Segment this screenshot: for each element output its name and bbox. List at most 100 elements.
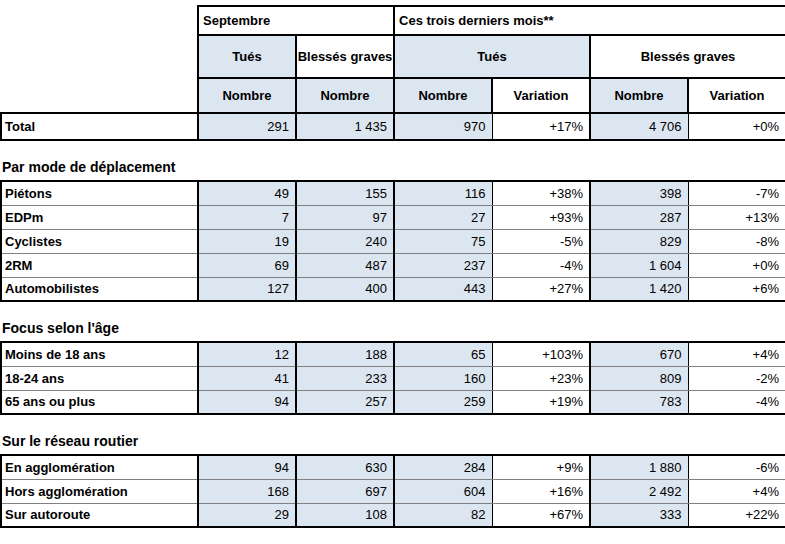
killed-month-number: 168 [198,479,296,503]
injured-month-number: 630 [296,455,394,479]
injured-quarter-number: 287 [590,205,688,229]
row-label: Sur autoroute [1,503,198,527]
injured-quarter-variation: +4% [688,342,785,366]
injured-quarter-number: 1 880 [590,455,688,479]
section-age: Focus selon l'âge Moins de 18 ans 12 188… [0,320,785,415]
killed-quarter-variation: -5% [492,229,590,253]
header-variation: Variation [492,78,590,113]
section-network: Sur le réseau routier En agglomération 9… [0,433,785,528]
table-row: Cyclistes 19 240 75 -5% 829 -8% [1,229,785,253]
killed-month-number: 127 [198,277,296,301]
header-number: Nombre [296,78,394,113]
section-title: Par mode de déplacement [2,159,785,175]
row-label: En agglomération [1,455,198,479]
header-killed-month: Tués [198,35,296,78]
killed-quarter-variation: +23% [492,366,590,390]
injured-quarter-variation: +4% [688,479,785,503]
killed-month-number: 49 [198,181,296,205]
killed-quarter-number: 604 [394,479,492,503]
injured-month-number: 233 [296,366,394,390]
header-variation: Variation [688,78,785,113]
injured-quarter-number: 829 [590,229,688,253]
row-label: Automobilistes [1,277,198,301]
table-row: EDPm 7 97 27 +93% 287 +13% [1,205,785,229]
killed-quarter-number: 75 [394,229,492,253]
row-label: EDPm [1,205,198,229]
header-injured-month: Blessés graves [296,35,394,78]
killed-quarter-number: 116 [394,181,492,205]
header-period-month: Septembre [198,6,394,35]
injured-month-number: 108 [296,503,394,527]
header-number: Nombre [394,78,492,113]
total-killed-month-number: 291 [198,113,296,140]
total-row-label: Total [1,113,198,140]
killed-month-number: 7 [198,205,296,229]
injured-month-number: 487 [296,253,394,277]
section-table-network: En agglomération 94 630 284 +9% 1 880 -6… [0,454,785,528]
killed-quarter-number: 237 [394,253,492,277]
table-row: 65 ans ou plus 94 257 259 +19% 783 -4% [1,390,785,414]
injured-month-number: 400 [296,277,394,301]
injured-quarter-variation: -7% [688,181,785,205]
road-safety-stats-page: Septembre Ces trois derniers mois** Tués… [0,0,785,544]
killed-quarter-variation: +38% [492,181,590,205]
row-label: Piétons [1,181,198,205]
killed-quarter-variation: +27% [492,277,590,301]
row-label: Hors agglomération [1,479,198,503]
table-row: Sur autoroute 29 108 82 +67% 333 +22% [1,503,785,527]
stats-header-table: Septembre Ces trois derniers mois** Tués… [0,5,785,141]
killed-quarter-variation: +16% [492,479,590,503]
injured-month-number: 97 [296,205,394,229]
total-injured-month-number: 1 435 [296,113,394,140]
total-injured-quarter-number: 4 706 [590,113,688,140]
injured-month-number: 155 [296,181,394,205]
injured-quarter-variation: +6% [688,277,785,301]
killed-quarter-number: 82 [394,503,492,527]
header-killed-quarter: Tués [394,35,590,78]
header-row-categories: Tués Blessés graves Tués Blessés graves [1,35,785,78]
injured-month-number: 188 [296,342,394,366]
total-killed-quarter-variation: +17% [492,113,590,140]
table-row: Hors agglomération 168 697 604 +16% 2 49… [1,479,785,503]
header-injured-quarter: Blessés graves [590,35,785,78]
row-label: 65 ans ou plus [1,390,198,414]
table-row: En agglomération 94 630 284 +9% 1 880 -6… [1,455,785,479]
injured-quarter-variation: -4% [688,390,785,414]
row-label: 2RM [1,253,198,277]
killed-month-number: 29 [198,503,296,527]
injured-quarter-variation: +13% [688,205,785,229]
killed-quarter-number: 443 [394,277,492,301]
killed-quarter-variation: +103% [492,342,590,366]
row-label: 18-24 ans [1,366,198,390]
injured-quarter-variation: -6% [688,455,785,479]
killed-quarter-variation: +93% [492,205,590,229]
injured-quarter-number: 1 604 [590,253,688,277]
table-row: Automobilistes 127 400 443 +27% 1 420 +6… [1,277,785,301]
header-row-measures: Nombre Nombre Nombre Variation Nombre Va… [1,78,785,113]
killed-quarter-variation: -4% [492,253,590,277]
injured-quarter-number: 398 [590,181,688,205]
header-number: Nombre [590,78,688,113]
injured-month-number: 697 [296,479,394,503]
injured-quarter-number: 2 492 [590,479,688,503]
table-row: Moins de 18 ans 12 188 65 +103% 670 +4% [1,342,785,366]
empty-corner-cell [1,6,198,35]
killed-month-number: 94 [198,455,296,479]
killed-quarter-variation: +19% [492,390,590,414]
header-row-periods: Septembre Ces trois derniers mois** [1,6,785,35]
killed-month-number: 69 [198,253,296,277]
header-number: Nombre [198,78,296,113]
injured-month-number: 240 [296,229,394,253]
killed-quarter-number: 65 [394,342,492,366]
row-label: Cyclistes [1,229,198,253]
section-title: Sur le réseau routier [2,433,785,449]
killed-quarter-number: 259 [394,390,492,414]
section-mode: Par mode de déplacement Piétons 49 155 1… [0,159,785,302]
injured-month-number: 257 [296,390,394,414]
killed-quarter-number: 284 [394,455,492,479]
table-row: 2RM 69 487 237 -4% 1 604 +0% [1,253,785,277]
header-period-quarter: Ces trois derniers mois** [394,6,785,35]
injured-quarter-variation: -2% [688,366,785,390]
injured-quarter-number: 333 [590,503,688,527]
killed-quarter-variation: +67% [492,503,590,527]
